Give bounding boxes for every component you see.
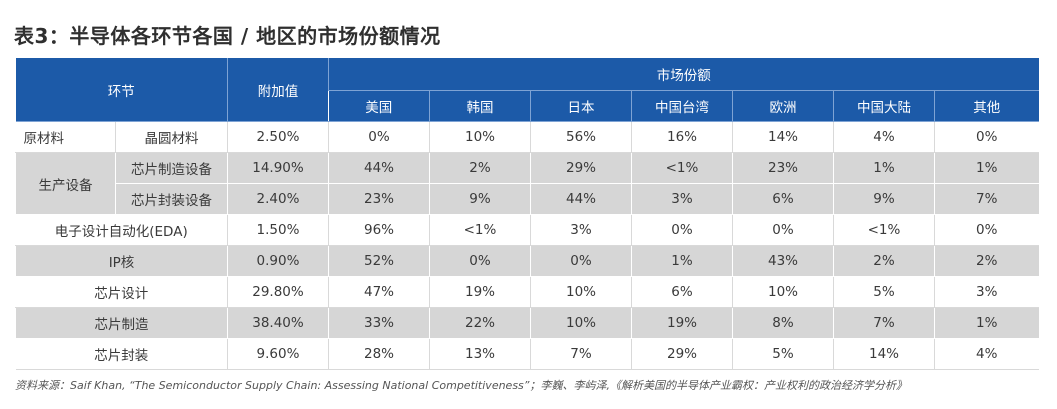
table-row: 电子设计自动化(EDA) 1.50% 96% <1% 3% 0% 0% <1% …	[15, 214, 1039, 246]
row-label: 晶圆材料	[115, 121, 228, 153]
share-cell: 0%	[328, 121, 430, 153]
value-added-cell: 2.40%	[227, 183, 329, 215]
share-cell: 4%	[833, 121, 935, 153]
header-segment: 环节	[15, 58, 228, 122]
header-region: 中国大陆	[833, 90, 935, 122]
value-added-cell: 38.40%	[227, 307, 329, 339]
share-cell: 5%	[833, 276, 935, 308]
share-cell: 2%	[429, 152, 531, 184]
source-note: 资料来源：Saif Khan, “The Semiconductor Suppl…	[15, 379, 907, 392]
value-added-cell: 29.80%	[227, 276, 329, 308]
share-cell: 29%	[631, 338, 733, 370]
row-label: IP核	[15, 245, 228, 277]
share-cell: 4%	[933, 338, 1039, 370]
header-region: 欧洲	[732, 90, 834, 122]
share-cell: 0%	[631, 214, 733, 246]
share-cell: 29%	[530, 152, 632, 184]
table-row: 生产设备 芯片制造设备 14.90% 44% 2% 29% <1% 23% 1%…	[15, 152, 1039, 215]
header-region: 中国台湾	[631, 90, 733, 122]
share-cell: 16%	[631, 121, 733, 153]
header-region: 日本	[530, 90, 632, 122]
header-market-share: 市场份额	[327, 58, 1039, 91]
share-cell: 19%	[631, 307, 733, 339]
share-cell: 6%	[631, 276, 733, 308]
row-label: 电子设计自动化(EDA)	[15, 214, 228, 246]
table-row: 芯片封装 9.60% 28% 13% 7% 29% 5% 14% 4%	[15, 338, 1039, 370]
header-value-added: 附加值	[227, 58, 329, 122]
value-added-cell: 14.90%	[227, 152, 329, 184]
share-cell: 8%	[732, 307, 834, 339]
table-row: 芯片设计 29.80% 47% 19% 10% 6% 10% 5% 3%	[15, 276, 1039, 308]
share-cell: 9%	[833, 183, 935, 215]
share-cell: 0%	[429, 245, 531, 277]
share-cell: 3%	[631, 183, 733, 215]
share-cell: 0%	[933, 121, 1039, 153]
share-cell: <1%	[429, 214, 531, 246]
value-added-cell: 9.60%	[227, 338, 329, 370]
table-row: IP核 0.90% 52% 0% 0% 1% 43% 2% 2%	[15, 245, 1039, 277]
share-cell: 13%	[429, 338, 531, 370]
table-row: 芯片制造 38.40% 33% 22% 10% 19% 8% 7% 1%	[15, 307, 1039, 339]
group-label-raw-materials: 原材料	[15, 121, 116, 153]
share-cell: 10%	[429, 121, 531, 153]
share-cell: 10%	[530, 276, 632, 308]
share-cell: 10%	[732, 276, 834, 308]
row-label: 芯片制造	[15, 307, 228, 339]
share-cell: 5%	[732, 338, 834, 370]
value-added-cell: 0.90%	[227, 245, 329, 277]
share-cell: 22%	[429, 307, 531, 339]
share-cell: 0%	[530, 245, 632, 277]
row-label: 芯片封装	[15, 338, 228, 370]
share-cell: 3%	[530, 214, 632, 246]
share-cell: 23%	[328, 183, 430, 215]
table-row: 芯片封装设备 2.40% 23% 9% 44% 3% 6% 9% 7%	[16, 183, 1039, 215]
share-cell: 7%	[933, 183, 1039, 215]
share-cell: 10%	[530, 307, 632, 339]
header-region: 美国	[328, 90, 430, 122]
table-row: 原材料 晶圆材料 2.50% 0% 10% 56% 16% 14% 4% 0%	[15, 121, 1039, 153]
value-added-cell: 2.50%	[227, 121, 329, 153]
header-region: 韩国	[429, 90, 531, 122]
share-cell: 2%	[933, 245, 1039, 277]
share-cell: 1%	[631, 245, 733, 277]
table-title: 表3：半导体各环节各国 / 地区的市场份额情况	[14, 24, 441, 48]
share-cell: 0%	[933, 214, 1039, 246]
share-cell: 1%	[833, 152, 935, 184]
share-cell: 33%	[328, 307, 430, 339]
share-cell: 1%	[933, 152, 1039, 184]
share-cell: 0%	[732, 214, 834, 246]
share-cell: <1%	[631, 152, 733, 184]
share-cell: 9%	[429, 183, 531, 215]
share-cell: 52%	[328, 245, 430, 277]
share-cell: 14%	[833, 338, 935, 370]
row-label: 芯片封装设备	[115, 183, 228, 215]
share-cell: 14%	[732, 121, 834, 153]
share-cell: 19%	[429, 276, 531, 308]
share-cell: 23%	[732, 152, 834, 184]
share-cell: 28%	[328, 338, 430, 370]
share-cell: 7%	[530, 338, 632, 370]
market-share-table: 环节 附加值 市场份额 美国 韩国 日本 中国台湾 欧洲 中国大陆 其他 原材料…	[15, 58, 1039, 370]
share-cell: 43%	[732, 245, 834, 277]
share-cell: 47%	[328, 276, 430, 308]
row-label: 芯片设计	[15, 276, 228, 308]
share-cell: 2%	[833, 245, 935, 277]
row-label: 芯片制造设备	[115, 152, 228, 184]
share-cell: 7%	[833, 307, 935, 339]
group-label-production-equipment: 生产设备	[15, 152, 116, 215]
share-cell: 6%	[732, 183, 834, 215]
share-cell: <1%	[833, 214, 935, 246]
share-cell: 44%	[530, 183, 632, 215]
header-region: 其他	[933, 90, 1039, 122]
share-cell: 3%	[933, 276, 1039, 308]
share-cell: 56%	[530, 121, 632, 153]
share-cell: 1%	[933, 307, 1039, 339]
share-cell: 96%	[328, 214, 430, 246]
share-cell: 44%	[328, 152, 430, 184]
value-added-cell: 1.50%	[227, 214, 329, 246]
